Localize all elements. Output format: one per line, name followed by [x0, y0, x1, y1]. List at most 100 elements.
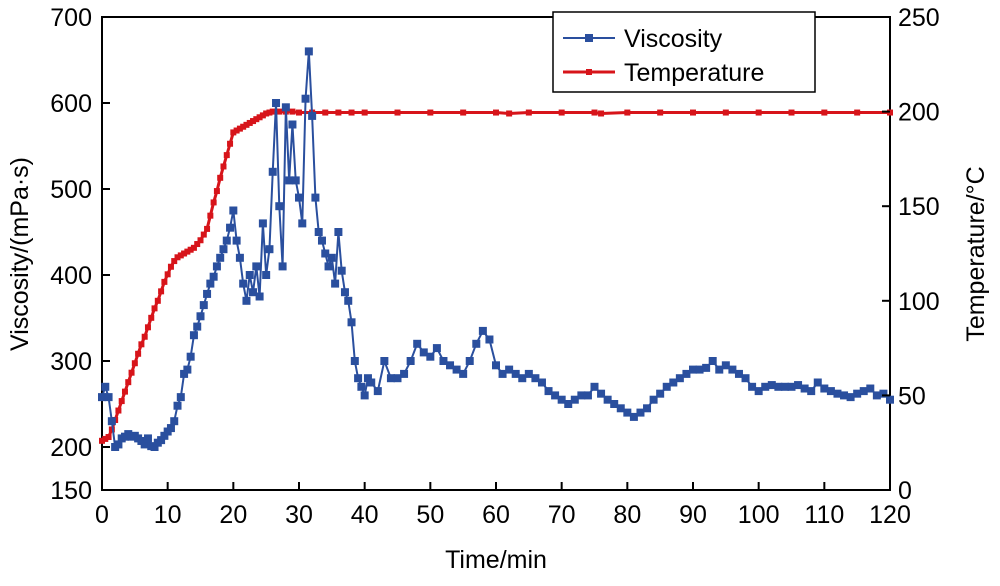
x-tick-label: 100: [738, 501, 780, 529]
temperature-point: [181, 250, 188, 257]
temperature-point: [213, 188, 220, 195]
temperature-point: [128, 369, 135, 376]
x-tick-label: 20: [219, 501, 247, 529]
viscosity-point: [367, 378, 376, 387]
viscosity-point: [186, 352, 195, 361]
temperature-point: [167, 263, 174, 270]
viscosity-point: [288, 120, 297, 129]
viscosity-point: [524, 369, 533, 378]
temperature-point: [210, 199, 217, 206]
temperature-point: [171, 258, 178, 265]
temperature-point: [598, 110, 605, 117]
viscosity-point: [291, 176, 300, 185]
viscosity-point: [689, 365, 697, 374]
temperature-point: [118, 398, 125, 405]
viscosity-point: [419, 348, 428, 357]
viscosity-point: [669, 378, 678, 387]
viscosity-point: [715, 365, 724, 374]
viscosity-point: [846, 393, 855, 402]
viscosity-point: [199, 301, 208, 310]
y-tick-label: 400: [50, 262, 92, 290]
viscosity-point: [249, 288, 258, 297]
viscosity-point: [826, 387, 835, 396]
viscosity-point: [295, 193, 303, 202]
y2-axis-label: Temperature/°C: [962, 166, 990, 341]
viscosity-point: [564, 400, 573, 408]
y-tick-label: 150: [50, 477, 92, 505]
viscosity-point: [734, 369, 743, 378]
viscosity-point: [350, 357, 359, 365]
viscosity-point: [203, 289, 212, 298]
temperature-point: [289, 108, 296, 115]
viscosity-point: [544, 387, 553, 396]
temperature-point: [131, 360, 138, 367]
viscosity-point: [807, 387, 816, 396]
viscosity-point: [314, 228, 323, 236]
viscosity-point: [859, 387, 868, 396]
viscosity-point: [357, 382, 366, 391]
viscosity-point: [636, 408, 645, 417]
viscosity-point: [216, 253, 225, 262]
legend-temperature-marker: [586, 69, 592, 75]
temperature-point: [194, 241, 201, 248]
viscosity-point: [340, 288, 349, 297]
viscosity-point: [610, 400, 619, 408]
viscosity-point: [393, 374, 402, 383]
viscosity-point: [603, 395, 612, 404]
viscosity-point: [531, 374, 540, 383]
temperature-point: [240, 123, 247, 130]
viscosity-point: [258, 219, 267, 228]
temperature-point: [394, 109, 401, 116]
viscosity-point: [235, 253, 244, 262]
viscosity-point: [498, 369, 507, 378]
temperature-point: [755, 109, 762, 116]
temperature-point: [161, 278, 168, 285]
temperature-point: [690, 109, 696, 116]
viscosity-point: [347, 318, 356, 327]
viscosity-point: [272, 99, 281, 107]
viscosity-point: [432, 344, 441, 353]
temperature-point: [335, 109, 342, 116]
viscosity-point: [662, 382, 671, 391]
temperature-point: [200, 231, 207, 238]
viscosity-point: [298, 219, 307, 228]
legend-viscosity-marker: [585, 34, 593, 42]
viscosity-point: [255, 292, 264, 301]
x-tick-label: 40: [351, 501, 379, 529]
viscosity-point: [160, 431, 169, 440]
viscosity-point: [518, 374, 527, 383]
temperature-point: [115, 407, 122, 414]
temperature-point: [624, 109, 631, 116]
viscosity-point: [360, 391, 369, 400]
x-tick-label: 10: [154, 501, 182, 529]
viscosity-point: [866, 384, 875, 393]
viscosity-point: [478, 326, 487, 335]
temperature-point: [266, 109, 273, 116]
y-axis-label: Viscosity/(mPa·s): [6, 157, 34, 351]
x-tick-label: 30: [285, 501, 313, 529]
viscosity-point: [98, 393, 106, 402]
viscosity-point: [114, 440, 123, 449]
viscosity-point: [557, 395, 566, 404]
viscosity-point: [446, 361, 455, 370]
viscosity-point: [741, 374, 750, 383]
temperature-point: [154, 297, 161, 304]
series-layer: [98, 47, 894, 451]
legend: Viscosity Temperature: [552, 11, 816, 93]
y-tick-label: 600: [50, 90, 92, 118]
viscosity-point: [492, 361, 500, 370]
x-tick-label: 50: [416, 501, 444, 529]
temperature-point: [296, 109, 302, 116]
legend-temperature-label: Temperature: [624, 59, 764, 87]
viscosity-point: [317, 236, 326, 245]
viscosity-point: [344, 296, 353, 305]
viscosity-point: [262, 271, 271, 279]
x-tick-label: 60: [482, 501, 510, 529]
temperature-point: [177, 252, 184, 259]
y2-tick-label: 0: [898, 477, 912, 505]
viscosity-point: [301, 94, 310, 103]
viscosity-point: [363, 374, 372, 383]
temperature-point: [217, 174, 224, 181]
temperature-point: [233, 127, 240, 134]
